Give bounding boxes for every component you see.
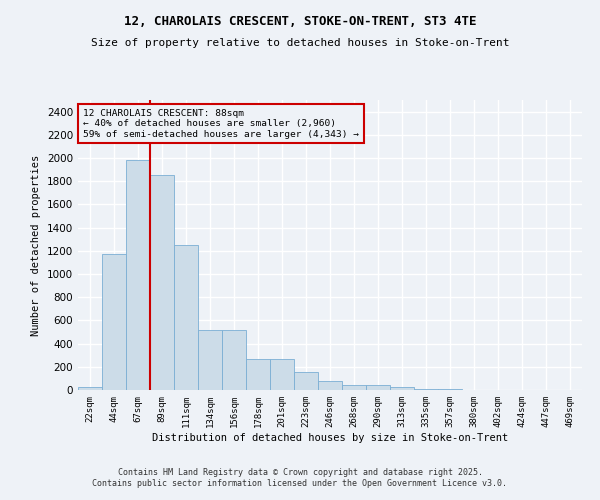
Bar bbox=[246, 358, 270, 390]
Text: 12, CHAROLAIS CRESCENT, STOKE-ON-TRENT, ST3 4TE: 12, CHAROLAIS CRESCENT, STOKE-ON-TRENT, … bbox=[124, 15, 476, 28]
Bar bbox=[78, 387, 102, 390]
Bar bbox=[294, 372, 318, 390]
Bar bbox=[222, 330, 246, 390]
Bar bbox=[414, 388, 438, 390]
Text: Size of property relative to detached houses in Stoke-on-Trent: Size of property relative to detached ho… bbox=[91, 38, 509, 48]
Text: 12 CHAROLAIS CRESCENT: 88sqm
← 40% of detached houses are smaller (2,960)
59% of: 12 CHAROLAIS CRESCENT: 88sqm ← 40% of de… bbox=[83, 108, 359, 138]
Y-axis label: Number of detached properties: Number of detached properties bbox=[31, 154, 41, 336]
Bar bbox=[390, 386, 414, 390]
Bar bbox=[270, 358, 294, 390]
Bar bbox=[318, 380, 342, 390]
Bar bbox=[438, 389, 462, 390]
Bar bbox=[150, 176, 174, 390]
Bar bbox=[102, 254, 126, 390]
X-axis label: Distribution of detached houses by size in Stoke-on-Trent: Distribution of detached houses by size … bbox=[152, 432, 508, 442]
Bar bbox=[342, 385, 366, 390]
Text: Contains HM Land Registry data © Crown copyright and database right 2025.
Contai: Contains HM Land Registry data © Crown c… bbox=[92, 468, 508, 487]
Bar bbox=[198, 330, 222, 390]
Bar bbox=[126, 160, 150, 390]
Bar bbox=[366, 385, 390, 390]
Bar bbox=[174, 245, 198, 390]
